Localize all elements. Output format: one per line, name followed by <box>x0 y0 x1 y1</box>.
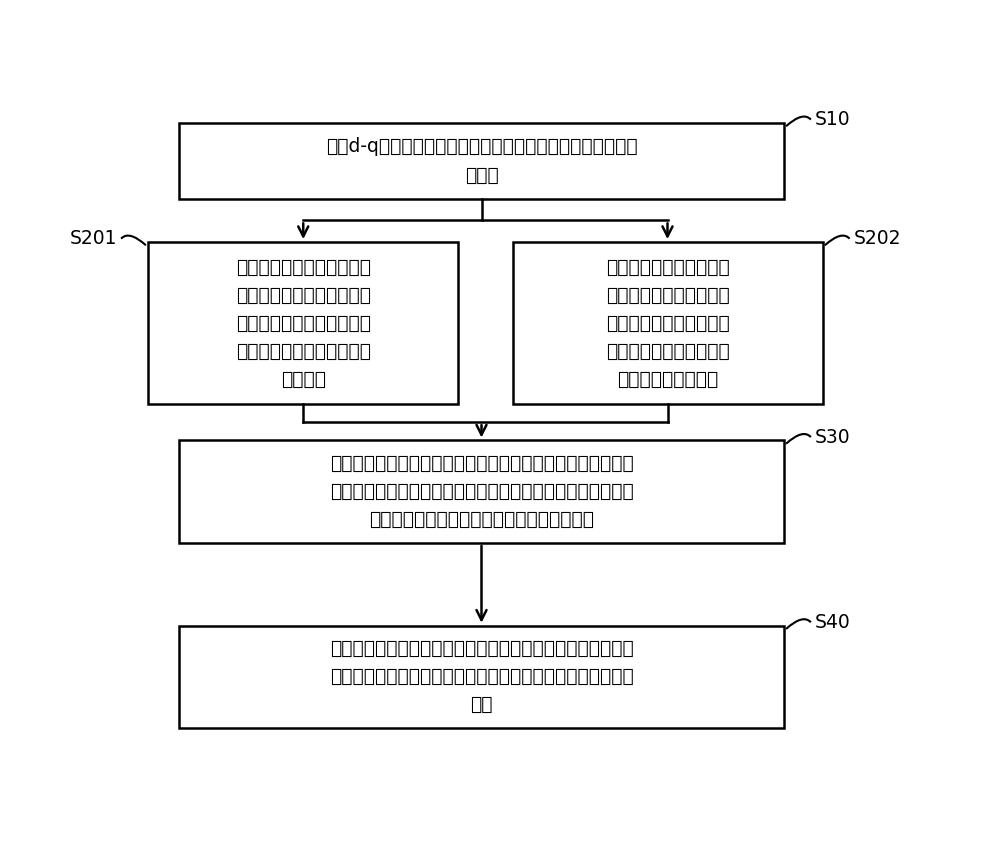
Text: 当永磁同步发电机运行稳定
时，根据所述电气部分方程
、所述机械部分方程建立永
磁同步发电机的开环速度控
制模型；: 当永磁同步发电机运行稳定 时，根据所述电气部分方程 、所述机械部分方程建立永 磁… <box>236 258 371 388</box>
Text: S30: S30 <box>815 428 850 447</box>
FancyBboxPatch shape <box>179 625 784 728</box>
Text: 当永磁同步发电机运行非
稳定时，根据所述电气部
分方程、所述机械部分方
程建立永磁同步发电机的
闭环速度控制模型；: 当永磁同步发电机运行非 稳定时，根据所述电气部 分方程、所述机械部分方 程建立永… <box>606 258 729 388</box>
FancyBboxPatch shape <box>512 242 822 404</box>
FancyBboxPatch shape <box>179 123 784 199</box>
FancyBboxPatch shape <box>148 242 458 404</box>
Text: 获得所述可测量信号曲线的相关多项式系数，将所述相关多项
式系数进行矩阵变化，得到所述永磁同步发电机的参数辨识结
果。: 获得所述可测量信号曲线的相关多项式系数，将所述相关多项 式系数进行矩阵变化，得到… <box>330 639 633 715</box>
Text: S201: S201 <box>70 229 117 248</box>
Text: S10: S10 <box>815 110 850 129</box>
FancyBboxPatch shape <box>179 441 784 543</box>
Text: 将多项式激励信号输入至所述开环速度控制模型或所述闭环速
度控制模型，得到所述永磁同步发电机的可测量信号曲线；其
中，所述可测量信号包括电压、电流及转速；: 将多项式激励信号输入至所述开环速度控制模型或所述闭环速 度控制模型，得到所述永磁… <box>330 454 633 529</box>
Text: S40: S40 <box>815 612 851 632</box>
Text: S202: S202 <box>854 229 901 248</box>
Text: 获取d-q坐标系下永磁同步发电机的电气部分方程与机械部分
方程；: 获取d-q坐标系下永磁同步发电机的电气部分方程与机械部分 方程； <box>326 137 637 185</box>
